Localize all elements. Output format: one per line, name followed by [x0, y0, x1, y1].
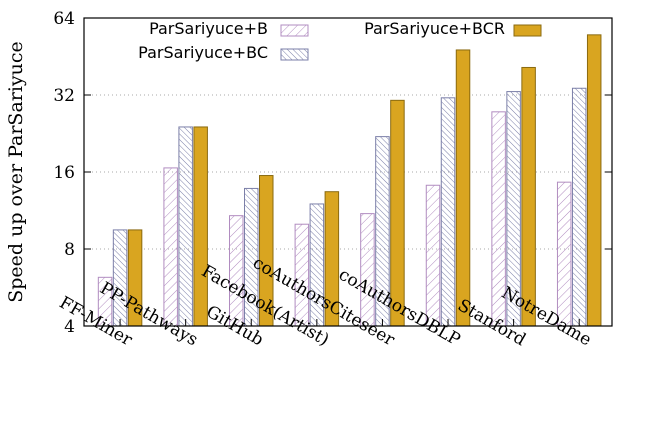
- bar-parsariyuce-b-5: [425, 184, 441, 327]
- legend-label: ParSariyuce+B: [149, 19, 268, 38]
- legend-swatch: [280, 24, 309, 37]
- bar-parsariyuce-bc-7: [571, 87, 587, 327]
- y-tick-label: 8: [64, 240, 75, 260]
- bar-parsariyuce-bcr-5: [455, 49, 471, 327]
- legend: ParSariyuce+B ParSariyuce+BC ParSariyuce+B…: [138, 19, 542, 62]
- y-tick-label: 16: [53, 163, 75, 183]
- bar-parsariyuce-b-1: [163, 167, 178, 327]
- y-axis-ticks: 4 8 16 32 64: [53, 9, 612, 337]
- bar-parsariyuce-b-7: [556, 181, 572, 327]
- bar-parsariyuce-bcr-6: [521, 66, 536, 327]
- legend-swatch: [513, 24, 542, 37]
- y-tick-label: 4: [64, 317, 75, 337]
- y-tick-label: 64: [53, 9, 75, 29]
- bar-parsariyuce-b-2: [229, 215, 244, 327]
- y-axis-title: Speed up over ParSariyuce: [5, 41, 27, 303]
- legend-swatch: [280, 48, 309, 61]
- y-tick-label: 32: [53, 86, 75, 106]
- legend-label: ParSariyuce+BCR: [364, 19, 505, 38]
- bar-parsariyuce-b-4: [360, 213, 375, 327]
- legend-label: ParSariyuce+BC: [138, 43, 268, 62]
- bars: [97, 34, 602, 327]
- bar-parsariyuce-bc-5: [440, 97, 456, 327]
- bar-parsariyuce-bc-1: [178, 126, 193, 327]
- bar-parsariyuce-bcr-1: [193, 126, 208, 327]
- bar-parsariyuce-bcr-7: [586, 34, 602, 327]
